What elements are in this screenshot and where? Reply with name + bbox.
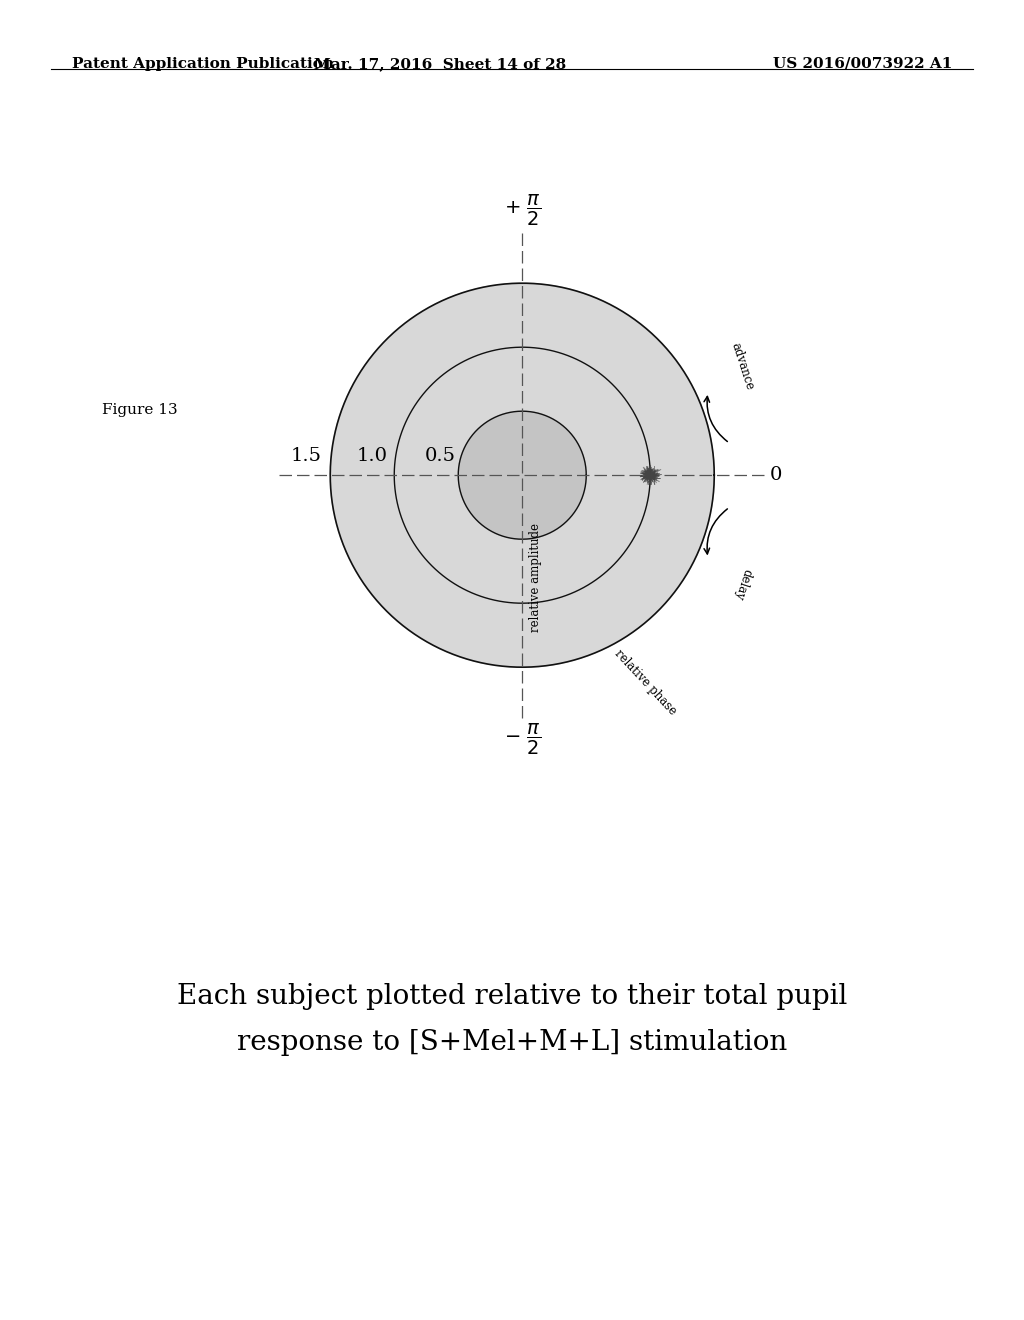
Text: 0: 0 [769, 466, 781, 484]
Text: Each subject plotted relative to their total pupil: Each subject plotted relative to their t… [177, 983, 847, 1010]
Text: 0.5: 0.5 [425, 447, 456, 465]
Polygon shape [459, 412, 586, 539]
Text: 1.5: 1.5 [290, 447, 322, 465]
Text: $-\ \dfrac{\pi}{2}$: $-\ \dfrac{\pi}{2}$ [504, 722, 541, 758]
Text: Patent Application Publication: Patent Application Publication [72, 57, 334, 71]
Text: relative phase: relative phase [612, 647, 679, 718]
Text: 1.0: 1.0 [356, 447, 388, 465]
Text: relative amplitude: relative amplitude [528, 523, 542, 632]
Text: Mar. 17, 2016  Sheet 14 of 28: Mar. 17, 2016 Sheet 14 of 28 [314, 57, 566, 71]
Text: delay: delay [731, 566, 754, 601]
Polygon shape [331, 284, 715, 667]
Text: response to [S+Mel+M+L] stimulation: response to [S+Mel+M+L] stimulation [237, 1030, 787, 1056]
Text: advance: advance [729, 341, 756, 392]
Text: US 2016/0073922 A1: US 2016/0073922 A1 [773, 57, 952, 71]
Text: $+\ \dfrac{\pi}{2}$: $+\ \dfrac{\pi}{2}$ [504, 193, 541, 228]
Text: Figure 13: Figure 13 [102, 403, 178, 417]
